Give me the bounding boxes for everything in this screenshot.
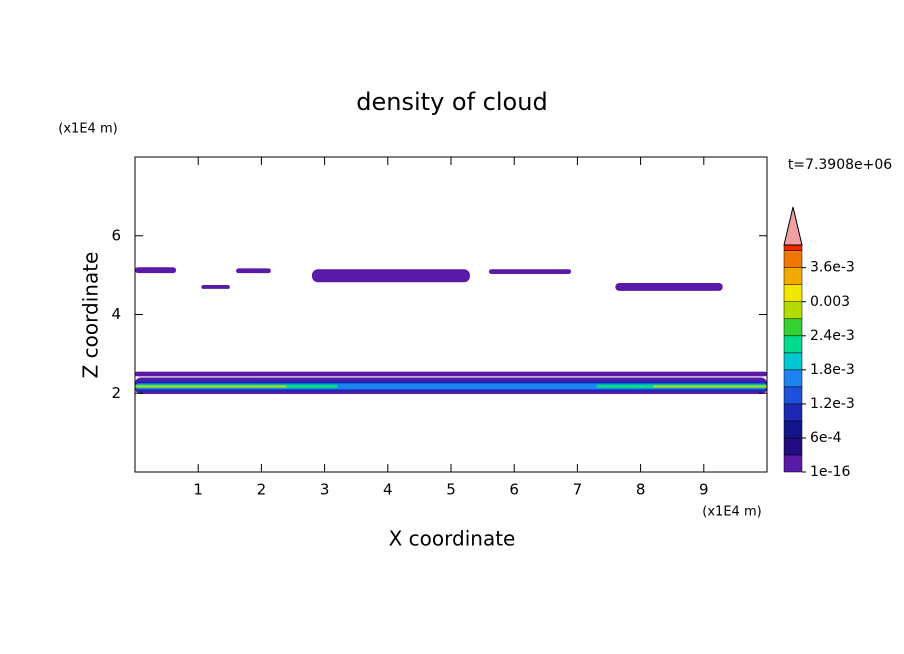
colorbar-band <box>783 437 803 456</box>
cloud-patch <box>615 283 723 291</box>
colorbar-tick-label: 3.6e-3 <box>810 260 855 276</box>
colorbar-band <box>783 244 803 251</box>
x-tick-label: 3 <box>320 481 330 499</box>
cloud-patch <box>135 267 177 274</box>
cloud-patch <box>311 269 470 283</box>
colorbar-band <box>783 420 803 439</box>
colorbar-band <box>783 403 803 422</box>
colorbar-extend <box>783 206 803 246</box>
colorbar-band <box>783 250 803 268</box>
colorbar-tick-label: 1.2e-3 <box>810 396 855 412</box>
y-tick-label: 6 <box>111 226 121 244</box>
y-tick-label: 4 <box>111 305 121 323</box>
colorbar-tick-label: 6e-4 <box>810 430 842 446</box>
colorbar-band <box>783 267 803 285</box>
cloud-patch <box>653 385 767 388</box>
y-tick-label: 2 <box>111 384 121 402</box>
plot-frame <box>134 156 768 473</box>
colorbar-band <box>783 335 803 354</box>
y-unit: (x1E4 m) <box>58 122 117 137</box>
colorbar-tick-label: 0.003 <box>810 294 850 310</box>
x-unit: (x1E4 m) <box>702 505 761 520</box>
colorbar-tick-label: 2.4e-3 <box>810 328 855 344</box>
y-axis-label: Z coordinate <box>79 252 103 379</box>
cloud-patch <box>135 371 767 377</box>
x-tick-label: 6 <box>509 481 519 499</box>
x-tick-label: 4 <box>383 481 393 499</box>
x-tick-label: 8 <box>636 481 646 499</box>
cloud-patch <box>488 269 572 274</box>
chart-title: density of cloud <box>356 88 547 116</box>
colorbar-band <box>783 318 803 337</box>
colorbar-band <box>783 301 803 320</box>
colorbar-band <box>783 284 803 303</box>
x-tick-label: 9 <box>699 481 709 499</box>
x-tick-label: 7 <box>573 481 583 499</box>
colorbar-band <box>783 369 803 388</box>
cloud-patch <box>135 385 287 388</box>
cloud-patch <box>236 268 271 274</box>
x-tick-label: 5 <box>446 481 456 499</box>
x-tick-label: 1 <box>193 481 203 499</box>
colorbar-band <box>783 386 803 405</box>
cloud-patch <box>201 284 230 289</box>
colorbar-band <box>783 352 803 371</box>
colorbar-tick-label: 1.8e-3 <box>810 362 855 378</box>
time-annotation: t=7.3908e+06 <box>788 157 892 173</box>
colorbar-tick-label: 1e-16 <box>810 464 850 480</box>
colorbar-band <box>783 454 803 473</box>
x-tick-label: 2 <box>257 481 267 499</box>
x-axis-label: X coordinate <box>389 527 516 551</box>
